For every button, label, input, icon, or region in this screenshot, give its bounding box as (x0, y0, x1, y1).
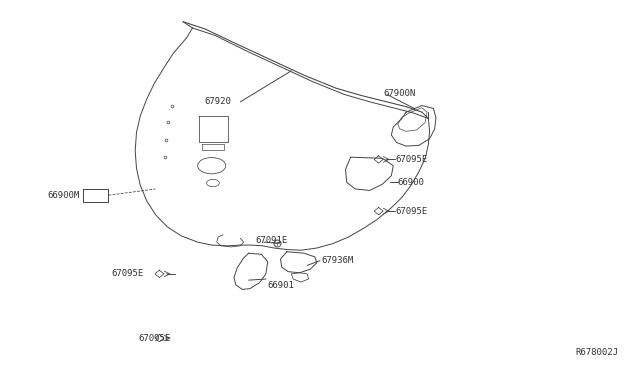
Text: 67095E: 67095E (138, 334, 171, 343)
Text: 67095E: 67095E (395, 155, 428, 164)
Text: 67900N: 67900N (384, 89, 416, 98)
Text: 66900M: 66900M (47, 191, 79, 200)
Text: 67095E: 67095E (111, 269, 143, 278)
Text: 67095E: 67095E (395, 206, 428, 216)
Text: 67091E: 67091E (255, 236, 287, 245)
Text: 67936M: 67936M (321, 256, 353, 265)
Text: 66901: 66901 (268, 281, 294, 290)
Text: R678002J: R678002J (575, 349, 618, 357)
Text: 66900: 66900 (397, 178, 424, 187)
Text: 67920: 67920 (204, 97, 231, 106)
